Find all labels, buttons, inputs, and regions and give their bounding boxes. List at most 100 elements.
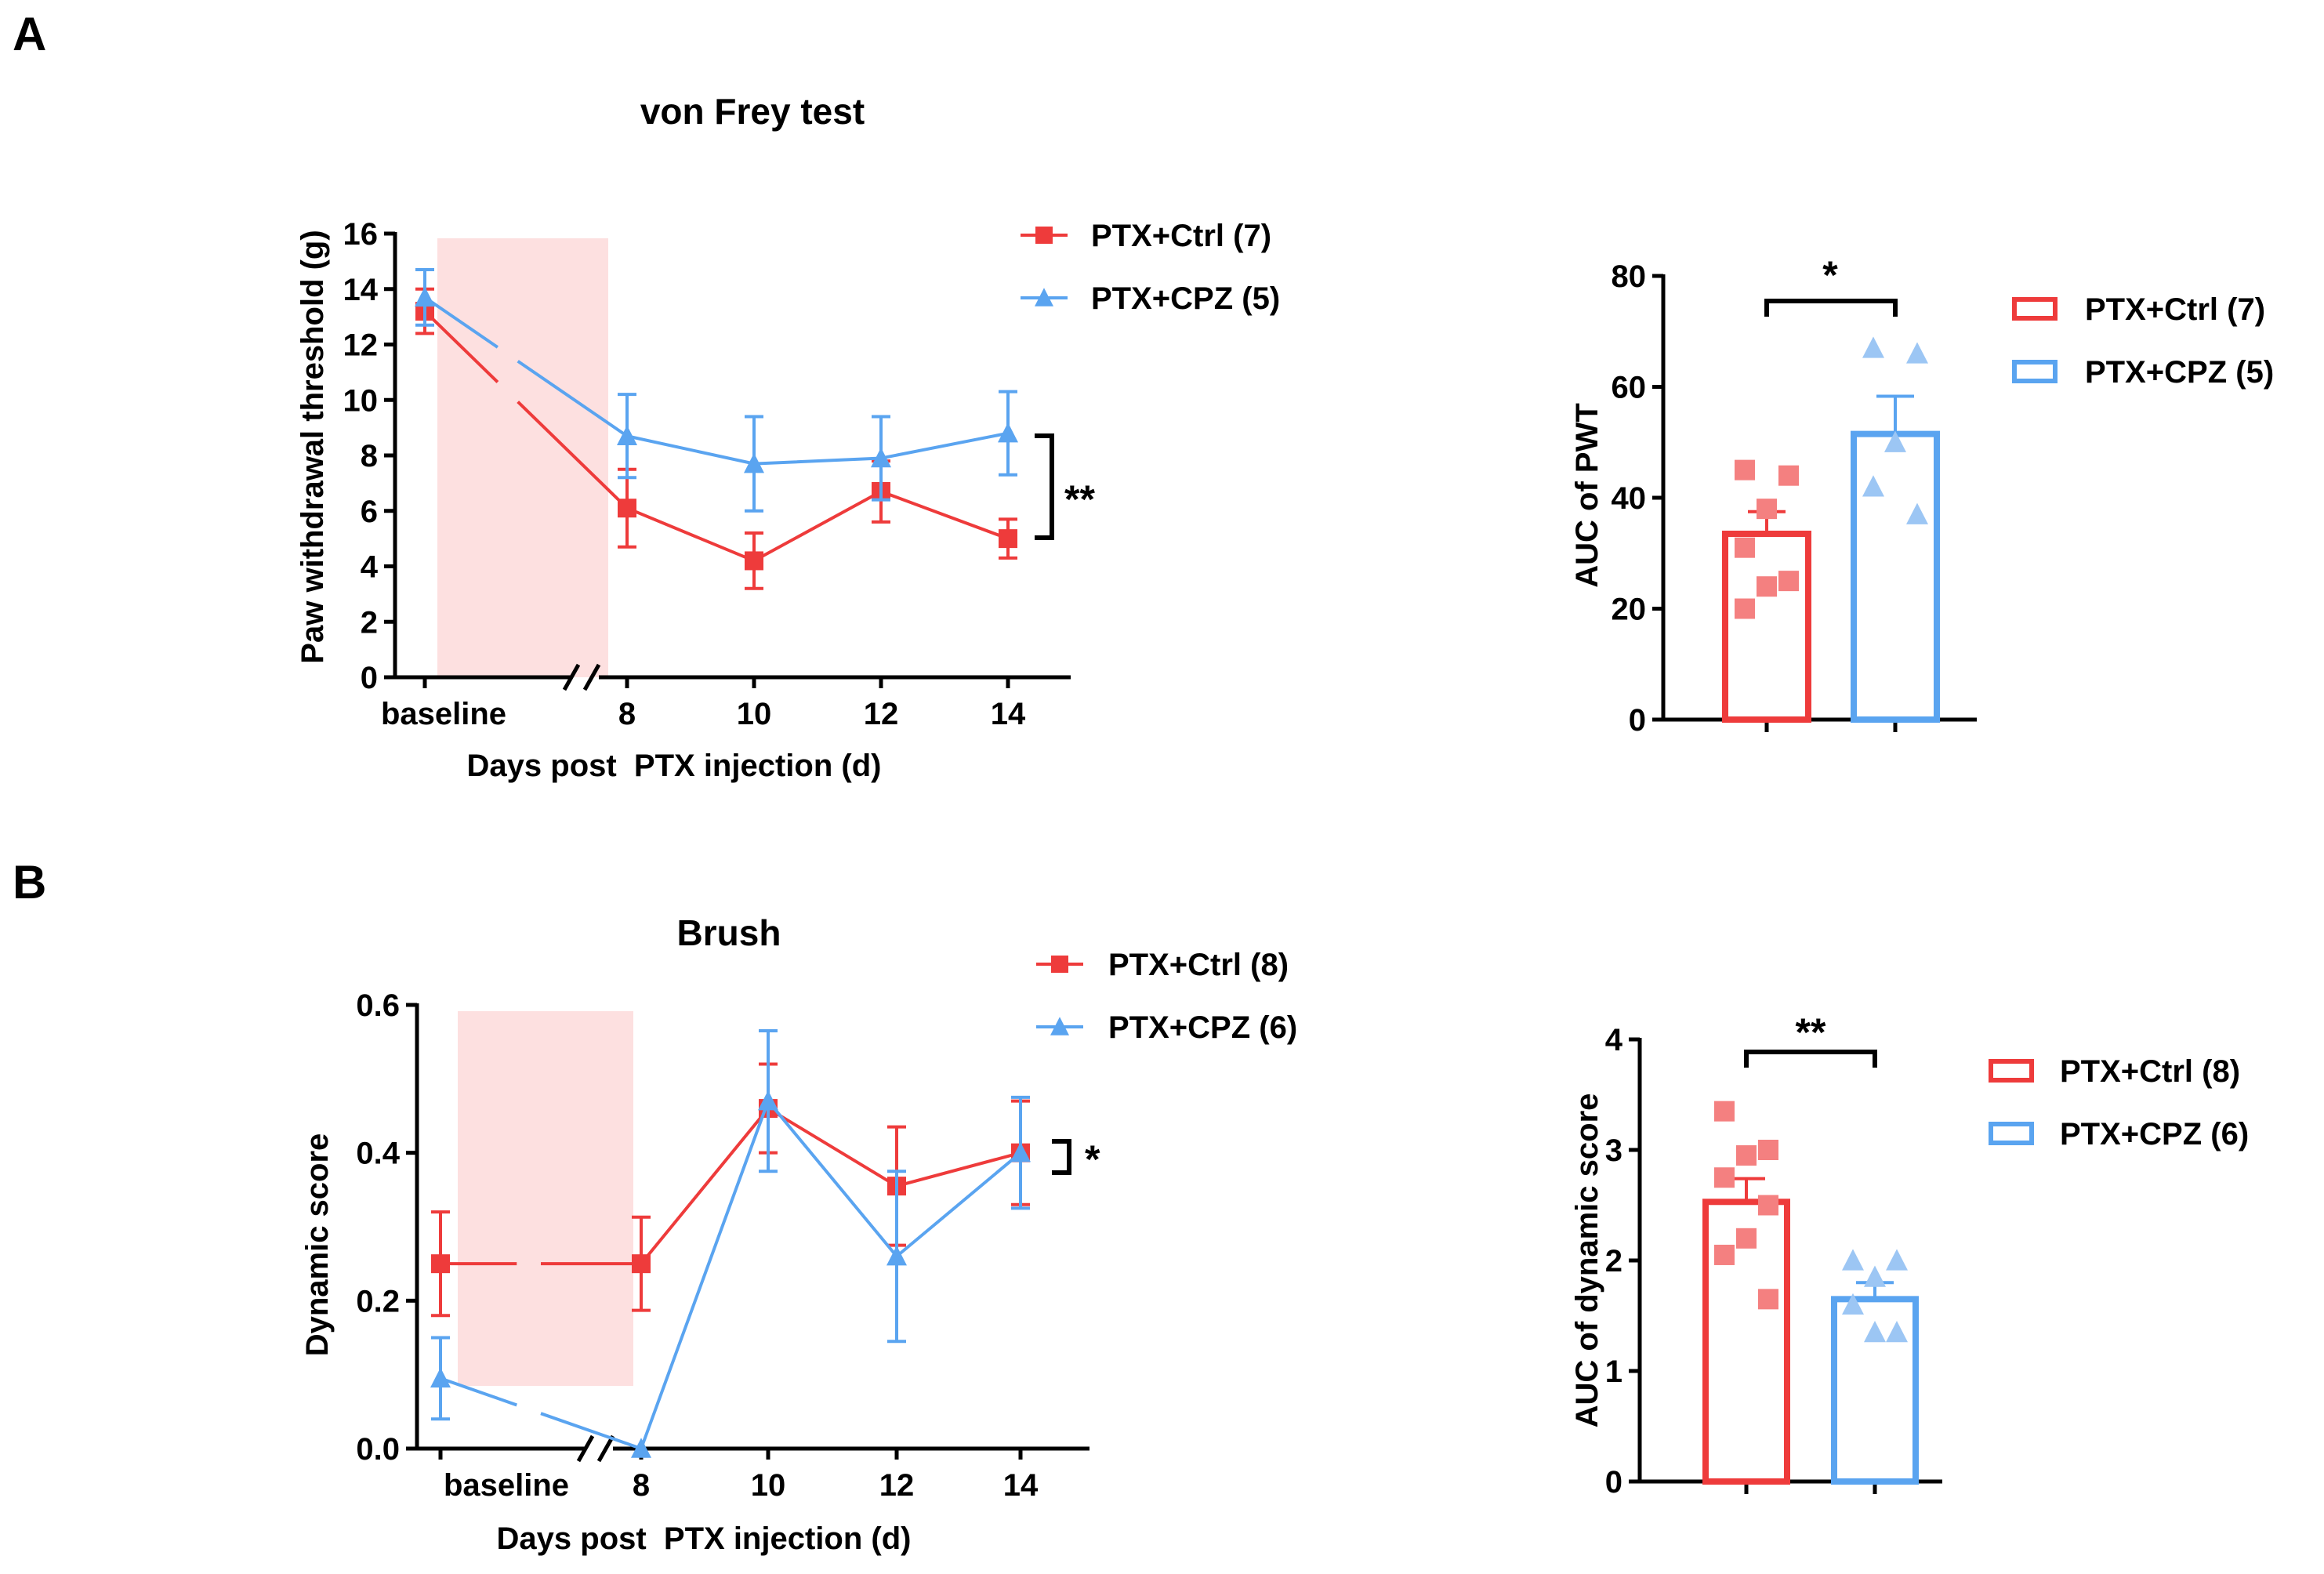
data-point-ctrl: [745, 551, 763, 571]
y-axis-label: Paw withdrawal threshold (g): [295, 230, 330, 663]
data-point-cpz: [871, 447, 891, 468]
individual-point-ctrl: [1736, 1228, 1757, 1249]
brush-line-chart: Brush Dynamic score Days post PTX inject…: [300, 912, 1297, 1556]
y-tick-label: 16: [343, 217, 379, 252]
legend-marker-ctrl: [1035, 227, 1053, 244]
individual-point-ctrl: [1714, 1167, 1735, 1188]
individual-point-cpz: [1842, 1249, 1864, 1271]
series-line-cpz: [423, 296, 499, 349]
individual-point-ctrl: [1778, 465, 1799, 486]
series-line-ctrl: [517, 401, 629, 510]
y-tick-label: 0.6: [356, 988, 400, 1023]
y-axis-label: AUC of dynamic score: [1570, 1093, 1604, 1428]
y-tick-label: 4: [361, 550, 379, 585]
data-point-ctrl: [431, 1254, 450, 1274]
significance-bracket: [1744, 1050, 1877, 1068]
data-point-cpz: [886, 1246, 907, 1266]
series-line-ctrl: [626, 489, 1009, 563]
legend-marker-cpz: [1050, 1017, 1069, 1035]
chart-title: von Frey test: [640, 91, 865, 132]
y-tick-label: 6: [361, 495, 378, 529]
axis-break-mark: [596, 1434, 615, 1463]
legend-box-cpz: [1989, 1122, 2034, 1145]
data-point-cpz: [631, 1438, 651, 1458]
individual-point-cpz: [1886, 1249, 1908, 1271]
individual-point-ctrl: [1735, 537, 1755, 558]
legend-marker-cpz: [1035, 288, 1053, 306]
y-tick-label: 3: [1605, 1133, 1622, 1168]
data-point-ctrl: [632, 1254, 651, 1274]
individual-point-ctrl: [1758, 1140, 1778, 1160]
treatment-band: [437, 238, 608, 677]
y-tick-label: 8: [361, 439, 378, 473]
individual-point-cpz: [1906, 342, 1928, 364]
y-tick-label: 40: [1612, 481, 1647, 516]
series-line-cpz: [440, 1376, 517, 1407]
significance-bracket: [1052, 1139, 1071, 1175]
panel-label-a: A: [13, 8, 46, 60]
legend-cpz-label: PTX+CPZ (6): [2060, 1117, 2249, 1151]
legend-cpz-label: PTX+CPZ (5): [2085, 355, 2274, 390]
individual-point-ctrl: [1736, 1145, 1757, 1166]
y-tick-label: 0: [1629, 703, 1646, 738]
series-line-cpz: [640, 1097, 1022, 1449]
data-point-cpz: [744, 452, 764, 473]
individual-point-cpz: [1864, 1321, 1886, 1343]
individual-point-cpz: [1862, 475, 1884, 497]
significance-bracket: [1764, 299, 1898, 317]
legend-marker-ctrl: [1051, 956, 1068, 973]
y-tick-label: 4: [1605, 1023, 1623, 1057]
y-tick-label: 12: [343, 328, 379, 363]
x-tick-label: baseline: [381, 697, 506, 731]
y-tick-label: 2: [1605, 1244, 1622, 1278]
y-tick-label: 0: [361, 661, 378, 695]
axis-break-mark: [576, 1434, 595, 1463]
y-tick-label: 0.2: [356, 1284, 400, 1318]
individual-point-ctrl: [1757, 576, 1777, 597]
individual-point-ctrl: [1758, 1195, 1778, 1216]
series-line-cpz: [626, 431, 1009, 466]
x-axis-label: Days post PTX injection (d): [467, 749, 882, 783]
y-tick-label: 10: [343, 383, 379, 418]
data-point-cpz: [758, 1090, 778, 1111]
legend-box-ctrl: [1989, 1059, 2034, 1083]
axis-break-mark: [582, 663, 601, 691]
series-line-cpz: [517, 360, 629, 437]
x-tick-label: 12: [864, 697, 899, 731]
x-tick-label: 14: [1003, 1468, 1039, 1503]
legend-cpz-label: PTX+CPZ (6): [1108, 1010, 1297, 1045]
bar-cpz: [1851, 430, 1940, 723]
bar-ctrl: [1722, 530, 1811, 723]
significance-label: *: [1822, 253, 1838, 297]
axis-break-mark: [562, 663, 581, 691]
significance-label: *: [1085, 1137, 1100, 1181]
individual-point-cpz: [1886, 1321, 1908, 1343]
y-axis-label: AUC of PWT: [1570, 403, 1604, 588]
y-tick-label: 60: [1612, 371, 1647, 405]
data-point-cpz: [415, 286, 435, 307]
individual-point-ctrl: [1714, 1244, 1735, 1265]
data-point-cpz: [617, 425, 637, 445]
series-line-ctrl: [423, 310, 499, 383]
legend-ctrl-label: PTX+Ctrl (8): [1108, 948, 1289, 982]
series-line-ctrl: [640, 1106, 1021, 1265]
x-axis-label: Days post PTX injection (d): [497, 1521, 912, 1556]
y-tick-label: 2: [361, 605, 378, 640]
y-tick-label: 0: [1605, 1465, 1622, 1500]
x-tick-label: 12: [879, 1468, 915, 1503]
individual-point-cpz: [1842, 1293, 1864, 1315]
chart-title: Brush: [677, 912, 781, 953]
legend-ctrl-label: PTX+Ctrl (7): [2085, 292, 2265, 327]
legend-ctrl-label: PTX+Ctrl (8): [2060, 1054, 2240, 1089]
significance-label: **: [1796, 1010, 1826, 1054]
data-point-cpz: [430, 1367, 451, 1388]
y-tick-label: 0.0: [356, 1432, 400, 1467]
treatment-band: [458, 1011, 633, 1386]
x-tick-label: 8: [618, 697, 636, 731]
individual-point-ctrl: [1714, 1101, 1735, 1122]
y-tick-label: 20: [1612, 593, 1647, 627]
von-frey-line-chart: von Frey test Paw withdrawal threshold (…: [295, 91, 1280, 783]
data-point-ctrl: [618, 499, 636, 518]
individual-point-cpz: [1906, 502, 1928, 524]
